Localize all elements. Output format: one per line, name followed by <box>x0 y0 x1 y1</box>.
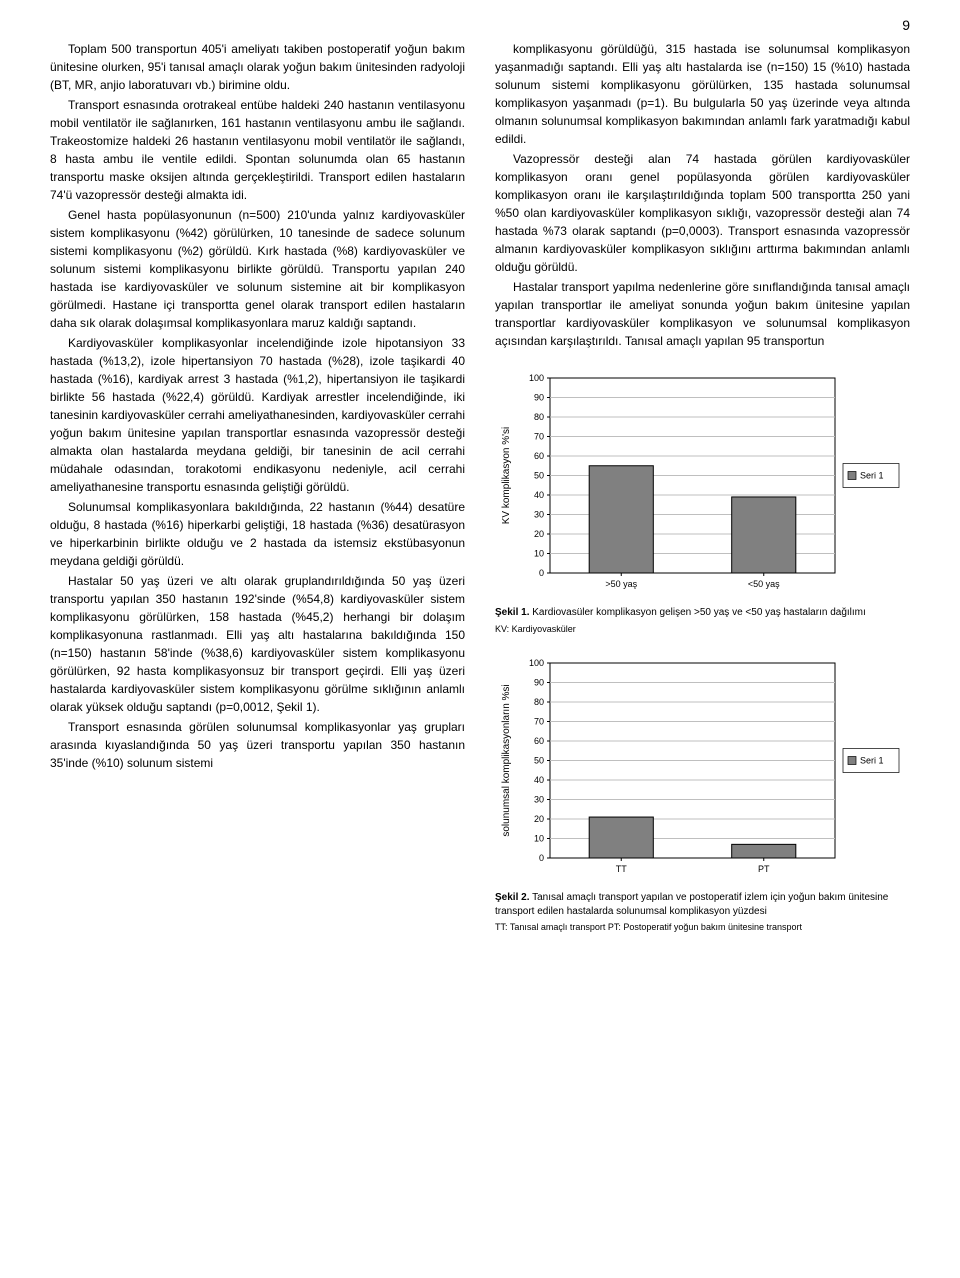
svg-text:KV komplikasyon %'si: KV komplikasyon %'si <box>501 427 512 525</box>
svg-text:40: 40 <box>534 775 544 785</box>
svg-text:solunumsal komplikasyonların %: solunumsal komplikasyonların %si <box>501 685 512 837</box>
paragraph: Solunumsal komplikasyonlara bakıldığında… <box>50 498 465 570</box>
svg-text:90: 90 <box>534 393 544 403</box>
two-column-layout: Toplam 500 transportun 405'i ameliyatı t… <box>50 40 910 946</box>
svg-text:PT: PT <box>758 864 770 874</box>
paragraph: Genel hasta popülasyonunun (n=500) 210'u… <box>50 206 465 332</box>
svg-text:Seri 1: Seri 1 <box>860 756 884 766</box>
svg-text:80: 80 <box>534 697 544 707</box>
svg-text:70: 70 <box>534 432 544 442</box>
svg-text:<50 yaş: <50 yaş <box>748 579 780 589</box>
figure-caption: Şekil 2. Tanısal amaçlı transport yapıla… <box>495 891 910 918</box>
svg-text:50: 50 <box>534 756 544 766</box>
caption-label: Şekil 2. <box>495 892 529 903</box>
svg-text:10: 10 <box>534 834 544 844</box>
caption-footnote: TT: Tanısal amaçlı transport PT: Postope… <box>495 922 910 934</box>
caption-text: Tanısal amaçlı transport yapılan ve post… <box>495 892 888 917</box>
svg-text:60: 60 <box>534 736 544 746</box>
chart-1: 0 10 20 30 40 50 60 70 80 90 100 >50 yaş <50 yaş KV k… <box>495 368 910 598</box>
svg-text:90: 90 <box>534 678 544 688</box>
svg-text:0: 0 <box>539 568 544 578</box>
svg-text:70: 70 <box>534 717 544 727</box>
figure-caption: Şekil 1. Kardiovasüler komplikasyon geli… <box>495 606 910 620</box>
page-number: 9 <box>902 15 910 36</box>
right-column: komplikasyonu görüldüğü, 315 hastada ise… <box>495 40 910 946</box>
svg-text:30: 30 <box>534 510 544 520</box>
paragraph: komplikasyonu görüldüğü, 315 hastada ise… <box>495 40 910 148</box>
svg-text:40: 40 <box>534 490 544 500</box>
paragraph: Hastalar transport yapılma nedenlerine g… <box>495 278 910 350</box>
svg-text:>50 yaş: >50 yaş <box>605 579 637 589</box>
svg-text:20: 20 <box>534 814 544 824</box>
svg-text:100: 100 <box>529 658 544 668</box>
svg-text:80: 80 <box>534 412 544 422</box>
paragraph: Vazopressör desteği alan 74 hastada görü… <box>495 150 910 276</box>
svg-text:0: 0 <box>539 853 544 863</box>
paragraph: Kardiyovasküler komplikasyonlar incelend… <box>50 334 465 496</box>
caption-text: Kardiovasüler komplikasyon gelişen >50 y… <box>529 607 865 618</box>
caption-footnote: KV: Kardiyovasküler <box>495 624 910 636</box>
caption-label: Şekil 1. <box>495 607 529 618</box>
svg-text:10: 10 <box>534 549 544 559</box>
svg-text:30: 30 <box>534 795 544 805</box>
chart-2: 0 10 20 30 40 50 60 70 80 90 100 TT PT solunumsal kom… <box>495 653 910 883</box>
svg-text:100: 100 <box>529 373 544 383</box>
svg-text:50: 50 <box>534 471 544 481</box>
svg-text:60: 60 <box>534 451 544 461</box>
svg-text:TT: TT <box>616 864 627 874</box>
left-column: Toplam 500 transportun 405'i ameliyatı t… <box>50 40 465 946</box>
svg-text:20: 20 <box>534 529 544 539</box>
paragraph: Toplam 500 transportun 405'i ameliyatı t… <box>50 40 465 94</box>
svg-text:Seri 1: Seri 1 <box>860 471 884 481</box>
paragraph: Hastalar 50 yaş üzeri ve altı olarak gru… <box>50 572 465 716</box>
paragraph: Transport esnasında orotrakeal entübe ha… <box>50 96 465 204</box>
paragraph: Transport esnasında görülen solunumsal k… <box>50 718 465 772</box>
